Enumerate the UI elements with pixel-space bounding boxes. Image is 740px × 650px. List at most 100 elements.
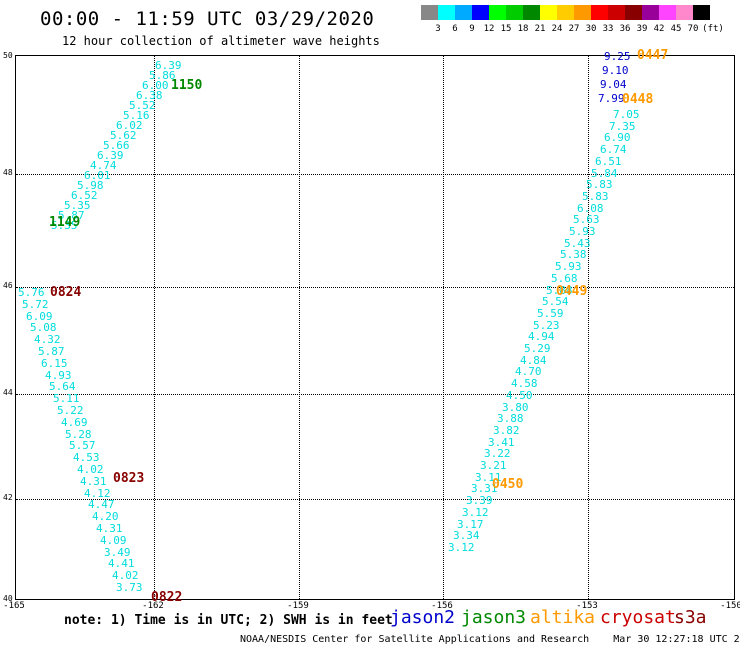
lat-label: 46 [3,281,13,290]
wave-height-value: 3.49 [104,546,131,559]
wave-height-value: 9.10 [602,64,629,77]
wave-height-value: 4.69 [61,416,88,429]
parallel-gridline [16,499,734,500]
track-time-label: 0449 [556,284,588,299]
wave-height-value: 5.64 [49,380,76,393]
legend-label: 36 [619,24,631,34]
wave-height-value: 6.51 [595,155,622,168]
wave-height-value: 9.04 [600,78,627,91]
wave-height-value: 5.84 [591,167,618,180]
wave-height-value: 4.02 [77,463,104,476]
legend-swatch [591,5,608,20]
track-time-label: 0822 [151,590,183,605]
track-time-label: 0448 [622,92,654,107]
wave-height-value: 5.22 [57,404,84,417]
wave-height-value: 5.28 [65,428,92,441]
lat-label: 48 [3,168,13,177]
legend-unit: (ft) [702,24,724,34]
wave-height-value: 6.52 [71,189,98,202]
legend-swatch [642,5,659,20]
wave-height-value: 5.66 [103,139,130,152]
wave-height-value: 6.15 [41,357,68,370]
wave-height-value: 4.31 [96,522,123,535]
wave-height-value: 4.70 [515,365,542,378]
lon-label: -159 [287,601,309,611]
satellite-label-altika: altika [530,607,596,628]
wave-height-value: 6.90 [604,131,631,144]
wave-height-value: 5.93 [555,260,582,273]
wave-height-value: 7.99 [598,92,625,105]
wave-height-value: 3.12 [462,506,489,519]
legend-swatch [574,5,591,20]
lat-label: 44 [3,388,13,397]
wave-height-value: 5.87 [58,209,85,222]
wave-height-value: 5.93 [569,225,596,238]
wave-height-value: 5.83 [586,178,613,191]
legend-swatch [625,5,642,20]
wave-height-value: 7.05 [613,108,640,121]
wave-height-value: 5.11 [53,392,80,405]
lon-label: -153 [576,601,598,611]
wave-height-value: 5.52 [129,99,156,112]
wave-height-value: 6.02 [116,119,143,132]
wave-height-value: 5.63 [573,213,600,226]
wave-height-value: 4.02 [112,569,139,582]
wave-height-value: 5.43 [564,237,591,250]
wave-height-value: 6.74 [600,143,627,156]
wave-height-value: 9.25 [604,50,631,63]
legend-label: 18 [517,24,529,34]
map-plot-area [15,55,735,600]
legend-label: 12 [483,24,495,34]
lon-label: -162 [142,601,164,611]
wave-height-value: 4.12 [84,487,111,500]
wave-height-value: 6.09 [26,310,53,323]
wave-height-value: 5.16 [123,109,150,122]
meridian-gridline [443,56,444,599]
wave-height-value: 4.74 [90,159,117,172]
meridian-gridline [154,56,155,599]
wave-height-value: 4.94 [528,330,555,343]
wave-height-value: 3.21 [480,459,507,472]
wave-height-value: 3.88 [497,412,524,425]
legend-label: 45 [670,24,682,34]
wave-height-value: 3.11 [475,471,502,484]
wave-height-value: 5.68 [551,272,578,285]
map-subtitle: 12 hour collection of altimeter wave hei… [62,34,380,48]
wave-height-value: 5.29 [524,342,551,355]
legend-swatch [421,5,438,20]
meridian-gridline [299,56,300,599]
wave-height-value: 6.08 [577,202,604,215]
wave-height-value: 3.41 [488,436,515,449]
track-time-label: 1150 [171,78,203,93]
legend-label: 39 [636,24,648,34]
wave-height-value: 3.17 [457,518,484,531]
track-time-label: 0447 [637,48,669,63]
wave-height-value: 6.01 [84,169,111,182]
wave-height-value: 5.08 [30,321,57,334]
wave-height-value: 4.93 [45,369,72,382]
track-time-label: 0450 [492,477,524,492]
lat-label: 40 [3,594,13,603]
map-title: 00:00 - 11:59 UTC 03/29/2020 [40,8,375,30]
wave-height-value: 3.39 [466,494,493,507]
wave-height-value: 4.09 [100,534,127,547]
legend-swatch [659,5,676,20]
legend-label: 21 [534,24,546,34]
wave-height-value: 3.34 [453,529,480,542]
legend-label: 24 [551,24,563,34]
footer-credit: NOAA/NESDIS Center for Satellite Applica… [240,634,740,645]
legend-swatch [540,5,557,20]
wave-height-value: 5.35 [51,219,78,232]
legend-swatch [676,5,693,20]
legend-label: 30 [585,24,597,34]
satellite-label-cryosat: cryosat [600,607,676,628]
lon-label: -156 [431,601,453,611]
wave-height-value: 4.41 [108,557,135,570]
wave-height-value: 3.80 [502,401,529,414]
legend-label: 33 [602,24,614,34]
wave-height-value: 5.57 [69,439,96,452]
legend-label: 15 [500,24,512,34]
wave-height-value: 5.35 [64,199,91,212]
legend-swatch [438,5,455,20]
